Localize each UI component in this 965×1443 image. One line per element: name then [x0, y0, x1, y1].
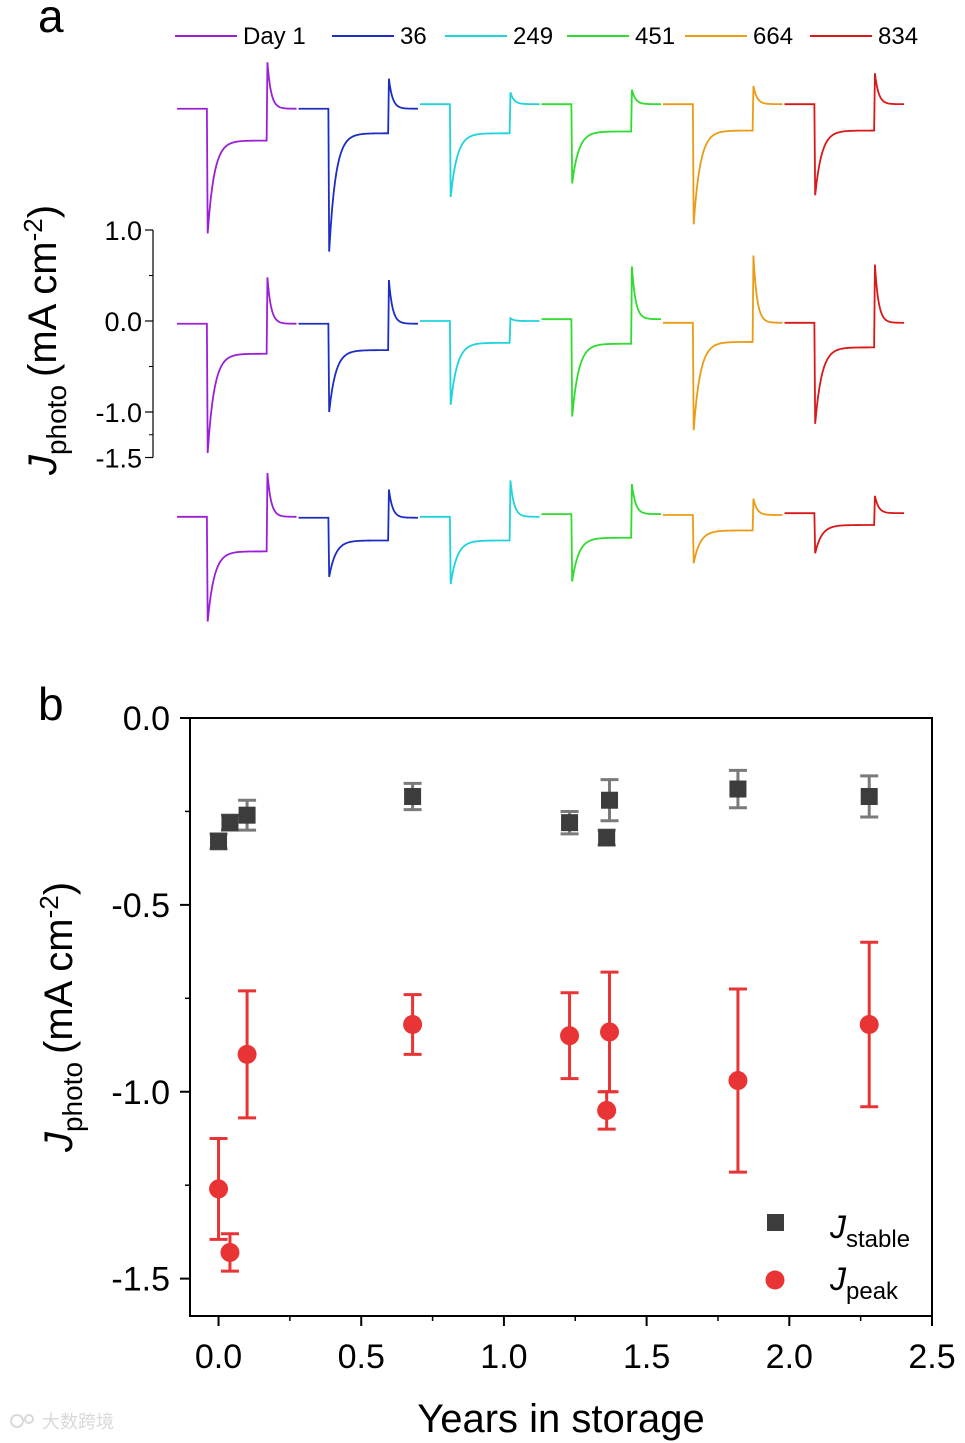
panel-a-trace	[784, 73, 904, 196]
panel-b-point-stable	[729, 780, 747, 798]
panel-a-traces	[177, 62, 904, 622]
legend-peak-main: J	[829, 1261, 847, 1297]
panel-a-legend-label: 249	[513, 23, 553, 50]
panel-b-ylabel-close: )	[37, 882, 81, 895]
panel-b-ylabel-main: J	[37, 1131, 81, 1153]
panel-b-axes: 0.0 0.5 1.0 1.5 2.0 2.5 0.0 -0.5 -1.0 -1.5	[111, 700, 955, 1376]
panel-b-point-peak	[220, 1242, 240, 1262]
panel-a-trace	[420, 92, 540, 198]
watermark-text: 大数跨境	[42, 1412, 114, 1432]
legend-peak-marker	[765, 1270, 785, 1290]
panel-b-x-tick-label: 1.0	[480, 1338, 527, 1376]
panel-a-legend-label: Day 1	[243, 23, 306, 50]
panel-a-legend-label: 834	[878, 23, 918, 50]
watermark: 大数跨境	[10, 1412, 114, 1432]
panel-b-ylabel-unit: (mA cm	[37, 918, 81, 1054]
panel-a-trace	[663, 498, 783, 564]
panel-a-y-tick-label: -1.5	[95, 444, 142, 474]
panel-a-trace	[541, 89, 662, 184]
panel-b-point-peak	[728, 1071, 748, 1091]
panel-b-legend: Jstable Jpeak	[765, 1209, 910, 1305]
panel-b-point-stable	[561, 814, 579, 832]
panel-a-trace	[420, 316, 540, 405]
panel-b-y-tick-label: -0.5	[111, 887, 170, 925]
panel-a-trace	[177, 473, 297, 622]
panel-b-point-peak	[600, 1022, 620, 1042]
panel-b-label: b	[38, 678, 64, 730]
panel-a-trace	[663, 255, 783, 431]
panel-b-point-stable	[860, 787, 878, 805]
panel-b-point-stable	[598, 829, 616, 847]
panel-b-point-stable	[210, 832, 228, 850]
panel-b-plot-frame	[189, 717, 933, 1317]
panel-b-points	[209, 780, 879, 1262]
panel-b-x-tick-label: 2.5	[908, 1338, 955, 1376]
panel-b-y-tick-label: 0.0	[123, 700, 170, 738]
panel-b-ylabel-exp: -2	[34, 895, 64, 918]
panel-b-ylabel-sub: photo	[57, 1062, 88, 1132]
panel-a-y-axis-title: Jphoto (mA cm-2)	[18, 205, 72, 476]
panel-b-error-bars	[209, 768, 879, 1273]
panel-a-trace	[298, 489, 418, 578]
panel-a-ylabel-exp: -2	[18, 218, 48, 241]
legend-stable-marker	[767, 1214, 784, 1231]
panel-b-point-stable	[404, 787, 422, 805]
panel-b-point-peak	[237, 1044, 257, 1064]
panel-b-y-axis-title: Jphoto (mA cm-2)	[34, 882, 88, 1153]
panel-a-trace	[177, 277, 297, 454]
legend-stable-label: Jstable	[829, 1209, 910, 1253]
panel-a-legend-label: 36	[400, 23, 427, 50]
panel-a-legend-label: 451	[635, 23, 675, 50]
panel-a-ylabel-sub: photo	[41, 385, 72, 455]
panel-a-trace	[298, 279, 419, 413]
panel-b-point-peak	[859, 1014, 879, 1034]
panel-b-y-tick-label: -1.0	[111, 1074, 170, 1112]
panel-a-trace	[298, 78, 418, 252]
panel-a-trace	[177, 62, 297, 234]
panel-a-trace	[663, 85, 783, 225]
panel-b-point-peak	[560, 1026, 580, 1046]
panel-b-x-tick-label: 0.5	[338, 1338, 385, 1376]
panel-a-trace	[541, 266, 661, 417]
legend-peak-label: Jpeak	[829, 1261, 899, 1305]
panel-a-trace	[541, 483, 661, 582]
panel-b-y-tick-label: -1.5	[111, 1261, 170, 1299]
panel-a-label: a	[38, 0, 64, 42]
legend-stable-main: J	[829, 1209, 847, 1245]
legend-stable-sub: stable	[846, 1226, 910, 1253]
panel-a-trace	[784, 495, 904, 554]
panel-b-x-tick-label: 1.5	[623, 1338, 670, 1376]
panel-b-point-stable	[601, 791, 619, 809]
panel-a-y-tick-label: 0.0	[104, 307, 142, 337]
panel-a-y-tick-label: -1.0	[95, 398, 142, 428]
panel-b-x-tick-label: 0.0	[195, 1338, 242, 1376]
panel-a-y-axis: 1.0 0.0 -1.0 -1.5	[95, 216, 154, 474]
panel-b-point-peak	[597, 1100, 617, 1120]
panel-b-point-peak	[403, 1014, 423, 1034]
panel-a-legend-label: 664	[753, 23, 793, 50]
panel-a-trace	[420, 480, 540, 585]
panel-b: b 0.0 0.5 1.0 1.5 2.0 2.5 0.0 -0.5 -1.0 -1.5 Jpho…	[34, 678, 956, 1441]
panel-a-ylabel-main: J	[21, 454, 65, 476]
legend-peak-sub: peak	[846, 1278, 899, 1305]
panel-a: a Day 1 36 249 451 664 834 1.0 0.0 -1.0 -1.5 Jph…	[18, 0, 918, 622]
panel-b-point-peak	[209, 1179, 229, 1199]
panel-b-x-tick-label: 2.0	[766, 1338, 813, 1376]
panel-a-trace	[784, 264, 904, 424]
watermark-logo-icon	[10, 1414, 24, 1428]
panel-a-ylabel-unit: (mA cm	[21, 241, 65, 377]
panel-a-y-tick-label: 1.0	[104, 216, 142, 246]
panel-b-point-stable	[221, 814, 239, 832]
panel-a-ylabel-close: )	[21, 205, 65, 218]
panel-b-point-stable	[238, 806, 256, 824]
panel-a-legend: Day 1 36 249 451 664 834	[175, 23, 918, 50]
panel-b-x-axis-title: Years in storage	[417, 1397, 705, 1441]
watermark-logo-dot-icon	[24, 1414, 34, 1424]
